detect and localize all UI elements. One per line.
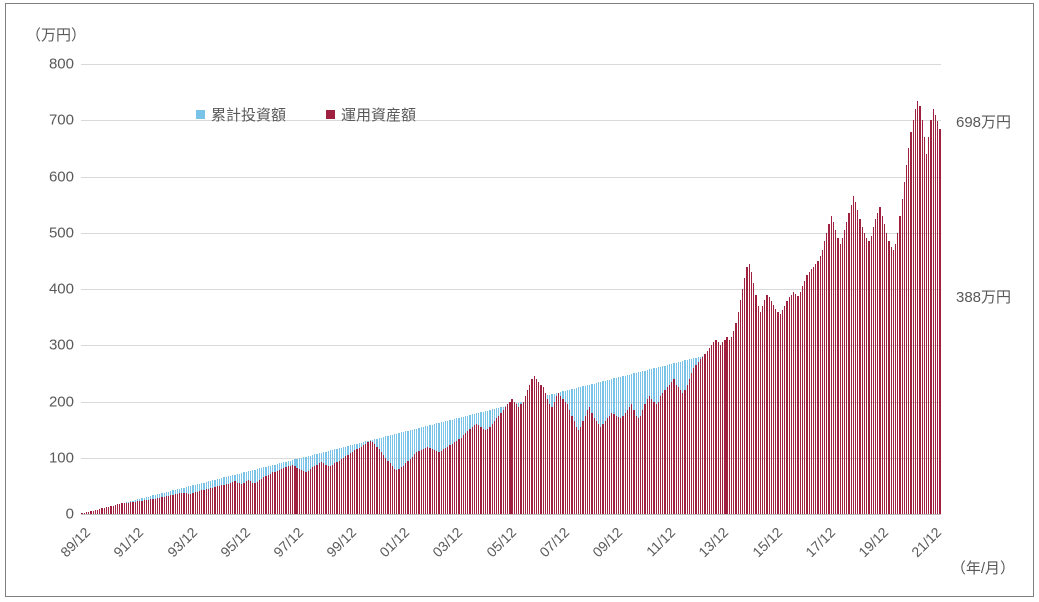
x-tick-label: 95/12 (217, 524, 253, 560)
x-tick-label: 17/12 (802, 524, 838, 560)
plot-area: 010020030040050060070080089/1291/1293/12… (81, 64, 941, 514)
x-tick-label: 91/12 (111, 524, 147, 560)
y-tick-label: 200 (36, 393, 74, 410)
legend-swatch (326, 110, 335, 119)
x-tick-label: 03/12 (430, 524, 466, 560)
legend-swatch (196, 110, 205, 119)
x-tick-label: 13/12 (696, 524, 732, 560)
axis-baseline (81, 514, 941, 515)
x-tick-label: 07/12 (536, 524, 572, 560)
value-annotation: 698万円 (956, 111, 1011, 132)
y-tick-label: 100 (36, 449, 74, 466)
value-annotation: 388万円 (956, 286, 1011, 307)
x-axis-unit-label: （年/月） (951, 557, 1015, 578)
y-axis-unit-label: （万円） (26, 24, 86, 45)
y-tick-label: 800 (36, 56, 74, 73)
legend: 累計投資額 運用資産額 (196, 104, 416, 125)
x-tick-label: 01/12 (376, 524, 412, 560)
y-tick-label: 0 (36, 506, 74, 523)
x-tick-label: 15/12 (749, 524, 785, 560)
x-tick-label: 89/12 (57, 524, 93, 560)
x-tick-label: 09/12 (589, 524, 625, 560)
x-tick-label: 99/12 (323, 524, 359, 560)
y-tick-label: 500 (36, 224, 74, 241)
x-tick-label: 97/12 (270, 524, 306, 560)
x-tick-label: 93/12 (164, 524, 200, 560)
x-tick-label: 21/12 (908, 524, 944, 560)
legend-item: 累計投資額 (196, 104, 286, 125)
y-tick-label: 700 (36, 112, 74, 129)
y-tick-label: 400 (36, 281, 74, 298)
y-tick-label: 300 (36, 337, 74, 354)
series-assets (81, 64, 941, 514)
legend-item: 運用資産額 (326, 104, 416, 125)
chart-frame: （万円） （年/月） 010020030040050060070080089/1… (5, 3, 1034, 597)
x-tick-label: 19/12 (855, 524, 891, 560)
legend-label: 運用資産額 (341, 104, 416, 125)
x-tick-label: 11/12 (643, 524, 678, 559)
legend-label: 累計投資額 (211, 104, 286, 125)
x-tick-label: 05/12 (483, 524, 519, 560)
y-tick-label: 600 (36, 168, 74, 185)
